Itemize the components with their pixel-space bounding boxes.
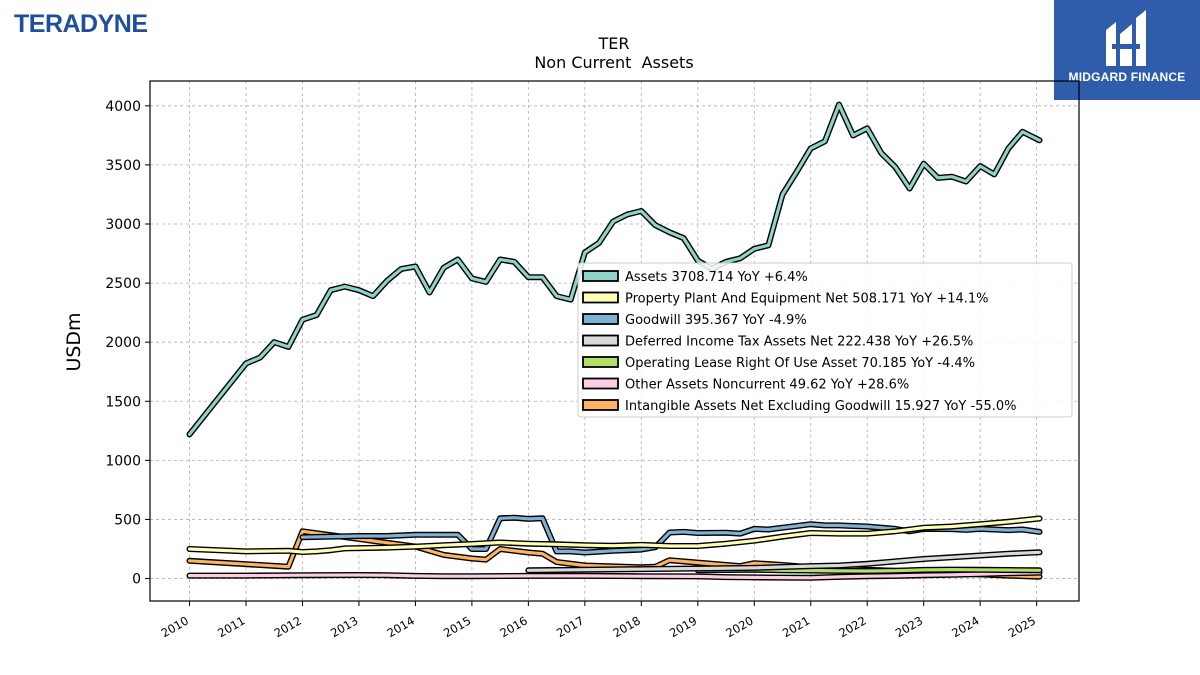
y-axis: 0 500 1000 1500 2000 2500 3000 3500 4000 xyxy=(105,99,150,588)
chart-title: TER xyxy=(598,34,630,53)
y-tick-label: 4000 xyxy=(105,99,141,115)
x-tick-label: 2011 xyxy=(215,613,247,640)
y-tick-label: 2500 xyxy=(105,276,141,292)
legend-swatch xyxy=(582,399,619,411)
x-tick-label: 2024 xyxy=(949,613,981,640)
y-tick-label: 1000 xyxy=(105,453,141,469)
series-line xyxy=(187,570,1042,580)
series-layer xyxy=(186,101,1043,581)
legend-entry-label: Property Plant And Equipment Net 508.171… xyxy=(625,292,989,307)
legend-entry-label: Intangible Assets Net Excluding Goodwill… xyxy=(625,399,1016,414)
legend-box xyxy=(577,262,1073,418)
midgard-finance-logo: MIDGARD FINANCE xyxy=(1054,0,1200,100)
teradyne-logo: TERADYNE xyxy=(14,10,148,38)
legend-entry-label: Operating Lease Right Of Use Asset 70.18… xyxy=(625,356,975,371)
y-tick-label: 500 xyxy=(114,512,141,528)
legend-swatch xyxy=(582,291,619,304)
x-tick-label: 2013 xyxy=(328,613,360,640)
legend-entry-label: Other Assets Noncurrent 49.62 YoY +28.6% xyxy=(625,378,909,393)
legend-swatch xyxy=(582,334,619,347)
legend-swatch xyxy=(582,377,619,390)
legend: Assets 3708.714 YoY +6.4% Property Plant … xyxy=(577,262,1073,418)
y-axis-label: USDm xyxy=(63,312,85,371)
series-5 xyxy=(186,569,1043,581)
series-line xyxy=(187,516,1042,554)
x-tick-label: 2020 xyxy=(723,613,755,640)
y-tick-label: 3500 xyxy=(105,158,141,174)
chart-subtitle: Non Current Assets xyxy=(534,53,693,72)
series-line xyxy=(526,550,1042,572)
y-tick-label: 0 xyxy=(132,572,141,588)
x-axis: 2010 2011 2012 2013 2014 2015 2016 2017 2018 2019… xyxy=(159,601,1038,640)
plot-area-frame xyxy=(149,80,1080,602)
x-tick-label: 2019 xyxy=(667,613,699,640)
midgard-finance-logo-mark-icon xyxy=(1106,10,1146,66)
x-tick-label: 2021 xyxy=(780,613,812,640)
series-line xyxy=(187,102,1042,436)
series-3 xyxy=(525,549,1043,574)
legend-swatch xyxy=(582,313,619,325)
x-tick-label: 2017 xyxy=(554,613,586,640)
x-tick-label: 2015 xyxy=(441,613,473,640)
midgard-finance-logo-text: MIDGARD FINANCE xyxy=(1068,70,1186,84)
y-tick-label: 2000 xyxy=(105,335,141,351)
y-tick-label: 1500 xyxy=(105,394,141,410)
x-tick-label: 2018 xyxy=(610,613,642,640)
legend-entry-label: Goodwill 395.367 YoY -4.9% xyxy=(625,313,807,328)
legend-swatch xyxy=(582,270,619,282)
x-tick-label: 2023 xyxy=(893,613,925,640)
legend-entry-label: Deferred Income Tax Assets Net 222.438 Y… xyxy=(625,335,973,350)
series-0 xyxy=(186,101,1043,438)
x-tick-label: 2022 xyxy=(836,613,868,640)
x-tick-label: 2012 xyxy=(272,613,304,640)
series-1 xyxy=(186,515,1043,555)
x-tick-label: 2010 xyxy=(159,613,191,640)
legend-swatch xyxy=(582,356,619,368)
x-tick-label: 2014 xyxy=(385,613,417,640)
x-tick-label: 2016 xyxy=(498,613,530,640)
legend-entry-label: Assets 3708.714 YoY +6.4% xyxy=(625,270,808,285)
y-tick-label: 3000 xyxy=(105,217,141,233)
x-tick-label: 2025 xyxy=(1006,613,1038,640)
